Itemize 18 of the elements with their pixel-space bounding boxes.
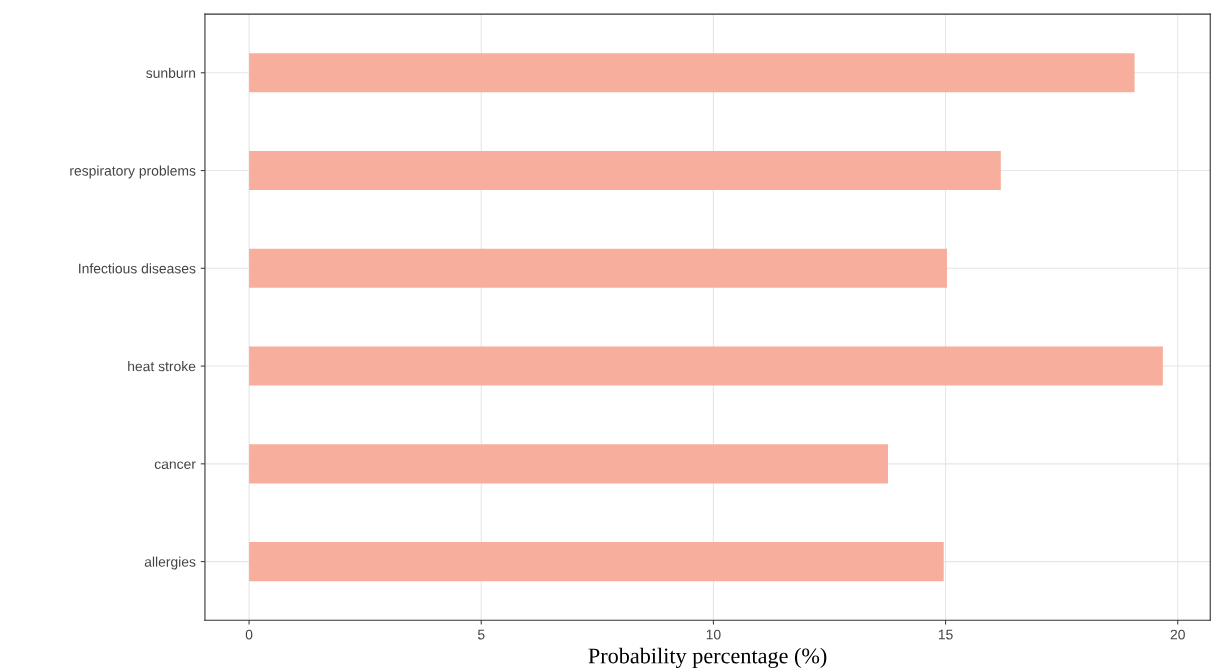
x-tick-label: 20 bbox=[1170, 629, 1185, 640]
y-tick-label: Infectious diseases bbox=[79, 263, 196, 274]
y-tick-label: cancer bbox=[154, 461, 196, 469]
bar bbox=[249, 248, 947, 288]
bar bbox=[249, 150, 1001, 191]
x-axis-title: Probability percentage (%) bbox=[588, 647, 827, 668]
bar bbox=[249, 53, 1135, 93]
x-tick-label: 15 bbox=[938, 629, 953, 640]
x-tick-label: 10 bbox=[706, 629, 721, 640]
y-tick-label: allergies bbox=[144, 556, 196, 570]
x-tick-label: 0 bbox=[245, 629, 253, 640]
bar bbox=[249, 346, 1163, 386]
y-tick-label: heat stroke bbox=[128, 361, 196, 372]
y-tick-label: sunburn bbox=[146, 67, 196, 78]
x-tick-label: 5 bbox=[477, 629, 485, 640]
y-tick-label: respiratory problems bbox=[70, 165, 196, 179]
bar bbox=[249, 444, 888, 484]
bar bbox=[249, 542, 944, 582]
